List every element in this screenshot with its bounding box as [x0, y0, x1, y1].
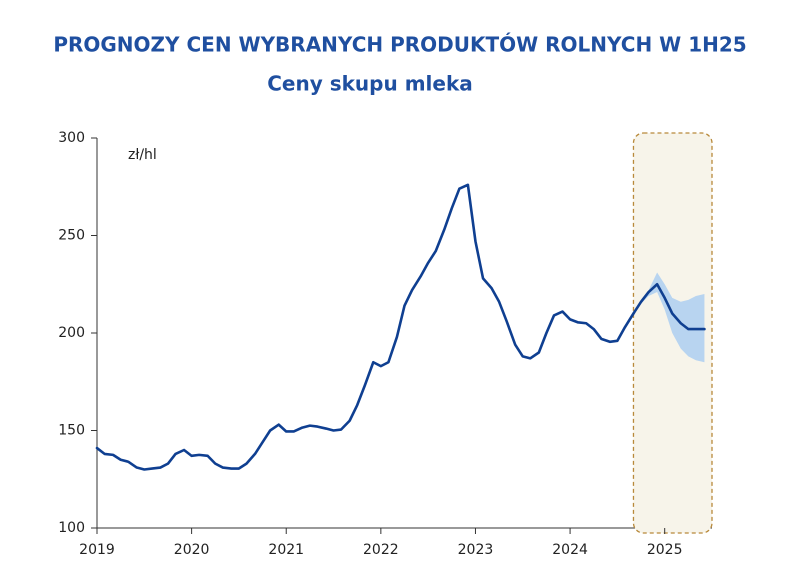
chart-subtitle: Ceny skupu mleka — [267, 72, 473, 96]
x-tick-label: 2022 — [363, 542, 399, 558]
y-tick-label: 300 — [58, 130, 85, 146]
y-tick-label: 200 — [58, 325, 85, 341]
line — [95, 183, 706, 471]
x-tick-label: 2023 — [458, 542, 494, 558]
y-tick-label: 150 — [58, 423, 85, 439]
x-tick-label: 2024 — [552, 542, 588, 558]
forecast-band — [641, 272, 705, 363]
chart-title: PROGNOZY CEN WYBRANYCH PRODUKTÓW ROLNYCH… — [53, 33, 746, 57]
x-tick-label: 2025 — [647, 542, 683, 558]
y-tick-label: 100 — [58, 520, 85, 536]
unit-label: zł/hl — [128, 147, 157, 163]
x-tick-label: 2020 — [174, 542, 210, 558]
x-tick-label: 2019 — [79, 542, 115, 558]
y-tick-label: 250 — [58, 228, 85, 244]
x-tick-label: 2021 — [268, 542, 304, 558]
